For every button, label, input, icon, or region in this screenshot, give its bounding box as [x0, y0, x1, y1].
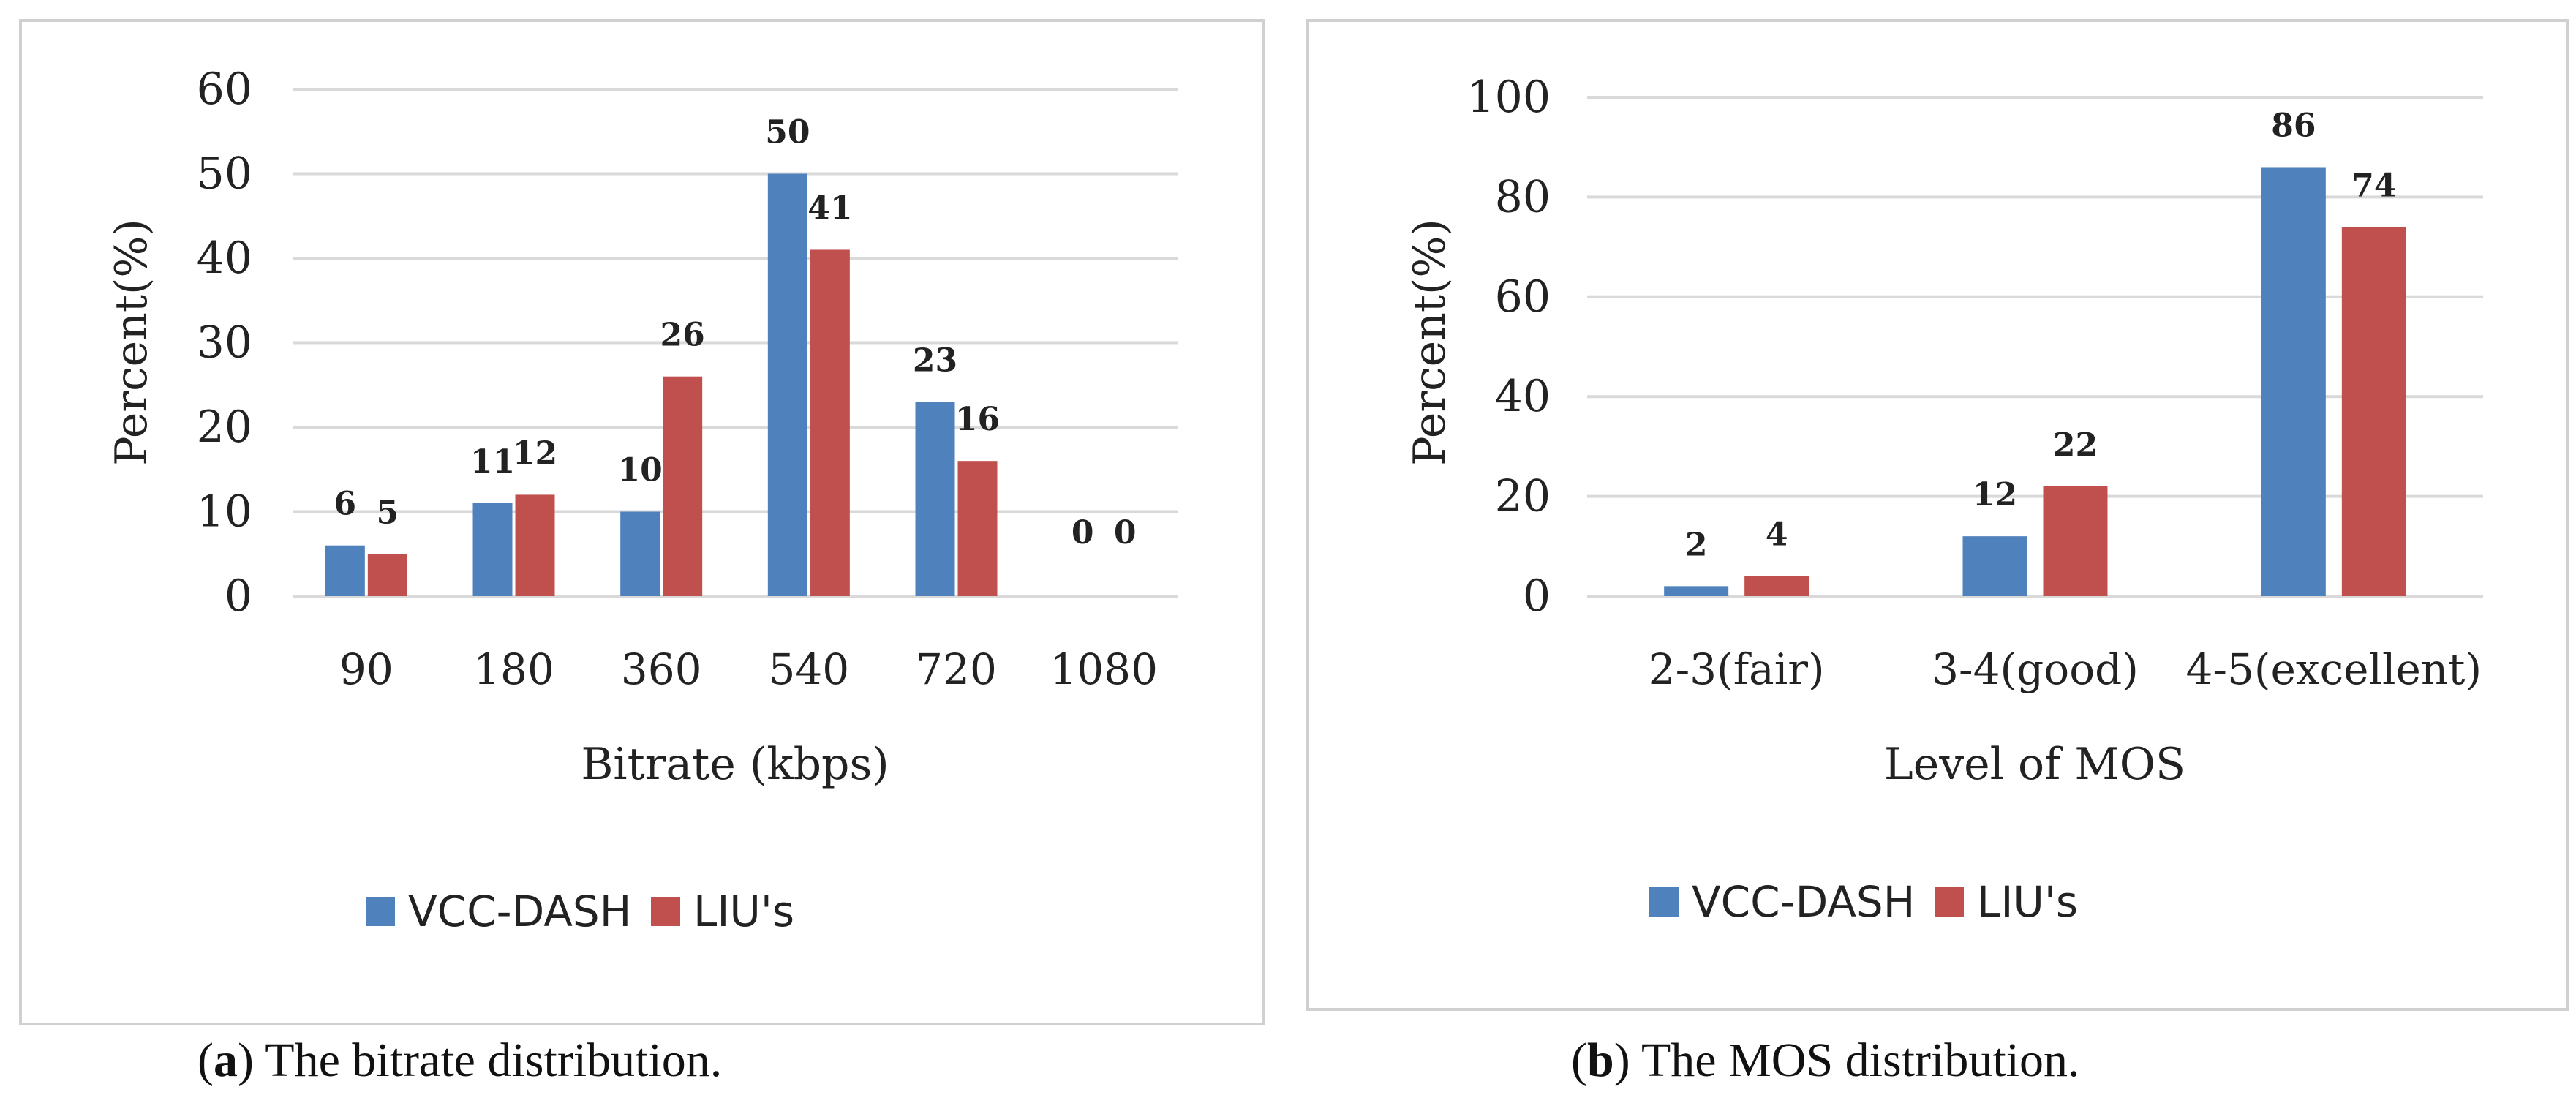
chart-b-category-label: 3-4(good) [1932, 644, 2139, 694]
chart-a-legend-label-liu: LIU's [693, 887, 794, 936]
chart-a-bar-vcc [620, 511, 660, 596]
chart-a-bar-liu [957, 461, 998, 596]
chart-a-category-label: 90 [339, 644, 393, 694]
chart-a-bar-liu [810, 249, 850, 596]
chart-a-bar-vcc [915, 402, 955, 596]
chart-a-data-label: 5 [377, 494, 399, 531]
chart-b-data-label: 12 [1973, 476, 2017, 513]
chart-a-ytick-label: 50 [197, 148, 252, 200]
chart-a-legend-swatch-liu [651, 897, 680, 926]
chart-b-ytick-label: 40 [1495, 371, 1551, 422]
chart-b-ytick-label: 20 [1495, 471, 1551, 522]
chart-b-frame [1306, 19, 2569, 1011]
chart-b-ytick-label: 0 [1523, 571, 1551, 622]
chart-a-data-label: 0 [1072, 514, 1094, 552]
chart-a-legend-swatch-vcc [366, 897, 395, 926]
chart-b-ytick-label: 60 [1495, 271, 1551, 323]
chart-a-data-label: 50 [765, 114, 810, 151]
chart-a-bar-vcc [472, 503, 513, 596]
chart-b-bar-vcc [1664, 586, 1729, 596]
chart-a-data-label: 0 [1114, 514, 1137, 552]
chart-b-data-label: 22 [2053, 426, 2098, 464]
chart-b-data-label: 2 [1685, 526, 1708, 563]
chart-b-data-label: 86 [2271, 107, 2316, 144]
chart-a-data-label: 26 [660, 317, 705, 354]
chart-a-category-label: 180 [473, 644, 554, 694]
chart-a-category-label: 720 [916, 644, 997, 694]
chart-b-x-axis-title: Level of MOS [1884, 739, 2185, 790]
caption-b-letter: b [1586, 1034, 1614, 1087]
chart-b-data-label: 74 [2351, 167, 2396, 204]
chart-b-legend-swatch-liu [1935, 887, 1964, 917]
caption-b-text: The MOS distribution. [1630, 1034, 2080, 1087]
chart-a-y-axis-title: Percent(%) [106, 219, 157, 466]
chart-a-frame [19, 19, 1265, 1025]
chart-a-bar-liu [367, 554, 407, 596]
chart-a-ytick-label: 10 [197, 486, 252, 538]
chart-b-category-label: 2-3(fair) [1649, 644, 1825, 694]
chart-a-bar-vcc [325, 545, 365, 596]
chart-b-bar-vcc [2261, 167, 2326, 597]
chart-b-legend-label-liu: LIU's [1977, 877, 2078, 927]
chart-b-y-axis-title: Percent(%) [1404, 219, 1455, 466]
chart-a-bar-liu [663, 376, 703, 596]
chart-b-data-label: 4 [1766, 516, 1788, 554]
chart-b-ytick-label: 100 [1466, 72, 1551, 123]
chart-b-bar-liu [2043, 486, 2108, 596]
chart-a-data-label: 41 [807, 189, 852, 227]
chart-b-ytick-label: 80 [1495, 171, 1551, 222]
chart-b-bar-liu [2341, 227, 2406, 596]
chart-a-ytick-label: 60 [197, 64, 252, 115]
chart-a-legend-label-vcc: VCC-DASH [408, 887, 631, 936]
chart-a-category-label: 540 [768, 644, 849, 694]
chart-b-legend-swatch-vcc [1649, 887, 1679, 917]
chart-a-x-axis-title: Bitrate (kbps) [581, 739, 889, 790]
chart-b-bar-vcc [1962, 536, 2027, 596]
chart-a-data-label: 11 [470, 443, 515, 481]
caption-b: (b) The MOS distribution. [1571, 1034, 2080, 1087]
chart-a-ytick-label: 40 [197, 233, 252, 284]
chart-a-category-label: 360 [621, 644, 702, 694]
chart-a-data-label: 6 [334, 486, 357, 523]
chart-a-bar-liu [515, 494, 555, 596]
chart-a-ytick-label: 30 [197, 317, 252, 369]
chart-a-bar-vcc [767, 173, 807, 596]
chart-a-data-label: 10 [618, 452, 663, 489]
caption-a: (a) The bitrate distribution. [197, 1034, 723, 1087]
caption-a-text: The bitrate distribution. [253, 1034, 723, 1087]
chart-b-bar-liu [1744, 576, 1809, 596]
chart-a-ytick-label: 0 [225, 571, 252, 622]
chart-a-ytick-label: 20 [197, 402, 252, 453]
caption-a-letter: a [213, 1034, 238, 1087]
chart-a-data-label: 16 [955, 401, 1000, 438]
chart-a-category-label: 1080 [1050, 644, 1158, 694]
chart-a-data-label: 12 [513, 434, 557, 472]
chart-b-category-label: 4-5(excellent) [2186, 644, 2482, 694]
chart-b-legend-label-vcc: VCC-DASH [1692, 877, 1915, 927]
chart-a-data-label: 23 [913, 342, 957, 379]
